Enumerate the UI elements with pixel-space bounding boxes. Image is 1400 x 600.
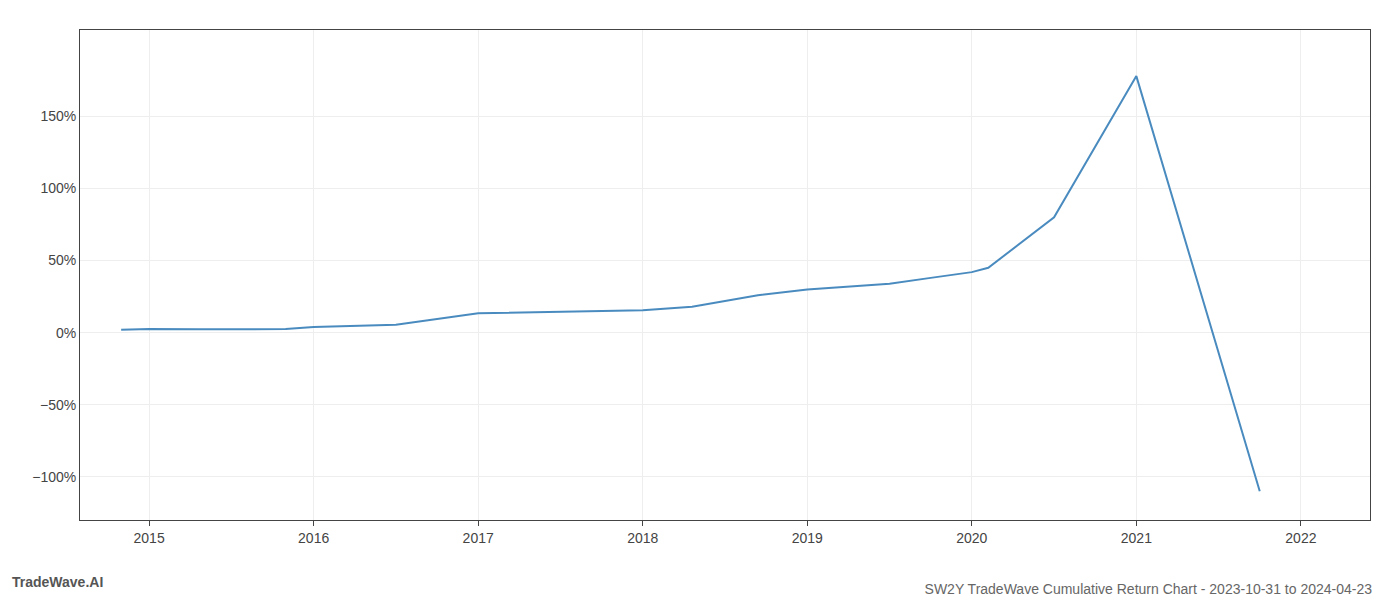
svg-text:50%: 50% <box>48 252 76 268</box>
svg-text:100%: 100% <box>40 180 76 196</box>
svg-text:2018: 2018 <box>627 530 658 546</box>
svg-text:SW2Y TradeWave Cumulative Retu: SW2Y TradeWave Cumulative Return Chart -… <box>925 581 1373 597</box>
svg-text:2015: 2015 <box>134 530 165 546</box>
svg-text:−100%: −100% <box>32 469 76 485</box>
svg-text:2017: 2017 <box>463 530 494 546</box>
svg-text:0%: 0% <box>56 325 76 341</box>
svg-text:TradeWave.AI: TradeWave.AI <box>12 574 103 590</box>
svg-text:150%: 150% <box>40 108 76 124</box>
svg-text:2016: 2016 <box>298 530 329 546</box>
svg-text:2019: 2019 <box>792 530 823 546</box>
svg-text:2020: 2020 <box>956 530 987 546</box>
svg-text:2021: 2021 <box>1121 530 1152 546</box>
svg-text:2022: 2022 <box>1285 530 1316 546</box>
svg-text:−50%: −50% <box>40 397 76 413</box>
